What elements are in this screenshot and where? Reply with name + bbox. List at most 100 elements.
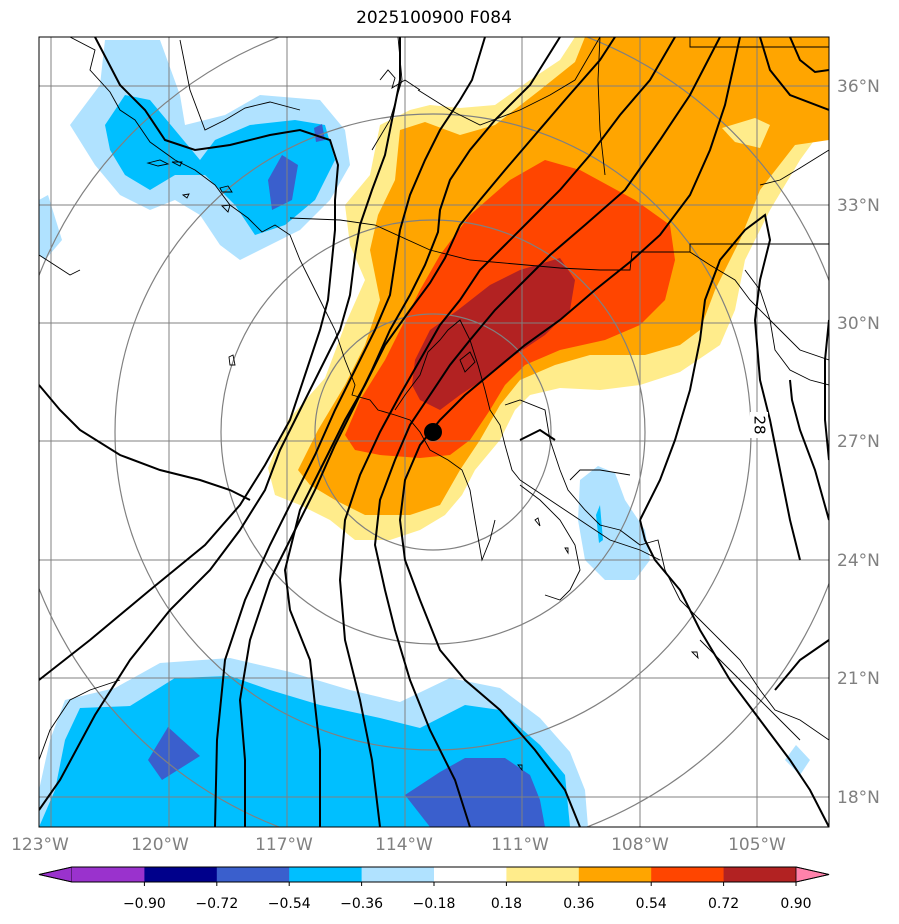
lon-label: 120°W — [131, 835, 189, 855]
lat-label: 27°N — [837, 432, 880, 452]
latitude-labels: 36°N 33°N 30°N 27°N 24°N 21°N 18°N — [837, 77, 880, 808]
state-border-4 — [597, 37, 606, 176]
contour-line-5 — [238, 37, 561, 827]
contour-line-2 — [39, 384, 251, 501]
contour-line-4 — [214, 37, 486, 827]
contour-lines — [39, 37, 829, 827]
island-11 — [181, 193, 190, 199]
island-7 — [534, 517, 541, 527]
contour-line-9 — [398, 37, 741, 827]
contour-line-6 — [283, 37, 616, 827]
coastlines-borders — [39, 37, 829, 772]
range-rings — [39, 37, 829, 827]
negative-area-south-blue2 — [405, 758, 545, 827]
storm-center-marker[interactable] — [424, 423, 442, 441]
positive-area-darkred — [412, 258, 575, 410]
filled-contours — [39, 37, 829, 827]
colorbar-under-extend — [38, 866, 73, 883]
state-border-11 — [39, 254, 81, 276]
colorbar-over-extend — [795, 866, 830, 883]
baja-south-coast — [519, 484, 581, 601]
colorbar-tick-label: −0.54 — [268, 896, 311, 912]
lat-label: 21°N — [837, 669, 880, 689]
colorbar-segment — [506, 867, 580, 882]
contour-line-12 — [789, 379, 829, 521]
lon-label: 111°W — [491, 835, 549, 855]
colorbar-segment — [144, 867, 218, 882]
island-1 — [146, 159, 170, 167]
state-border-3 — [417, 37, 601, 126]
state-border-9 — [744, 269, 829, 386]
positive-area-ne-cutout — [722, 118, 770, 148]
contour-line-10 — [639, 519, 829, 827]
contour-line-16 — [519, 428, 556, 441]
longitude-labels: 123°W 120°W 117°W 114°W 111°W 108°W 105°… — [11, 835, 786, 855]
lat-label: 30°N — [837, 314, 880, 334]
negative-area-gulf-light — [578, 466, 650, 580]
lon-label: 108°W — [611, 835, 669, 855]
colorbar-segment — [434, 867, 507, 882]
contour-line-3 — [39, 37, 401, 811]
state-border-12 — [39, 679, 121, 761]
island-2 — [171, 161, 183, 167]
island-5 — [228, 354, 236, 366]
lat-label: 36°N — [837, 77, 880, 97]
lon-label: 123°W — [11, 835, 69, 855]
colorbar-tick-label: −0.36 — [340, 896, 383, 912]
colorbar-labels: −0.90 −0.72 −0.54 −0.36 −0.18 0.18 0.36 0.54 0.7… — [123, 882, 812, 912]
state-border-2 — [179, 39, 301, 131]
colorbar — [38, 866, 830, 883]
island-8 — [564, 547, 569, 555]
contour-line-17 — [774, 639, 829, 691]
contour-line-13 — [824, 319, 829, 461]
colorbar-tick-label: −0.90 — [123, 896, 166, 912]
colorbar-segment — [578, 867, 652, 882]
colorbar-tick-label: 0.36 — [563, 896, 594, 912]
contour-line-7 — [338, 37, 676, 827]
state-border-8 — [519, 479, 661, 561]
colorbar-tick-label: −0.72 — [195, 896, 238, 912]
colorbar-segment — [289, 867, 363, 882]
page-title: 2025100900 F084 — [356, 8, 512, 28]
island-6 — [459, 351, 476, 373]
lon-label: 117°W — [255, 835, 313, 855]
contour-line-11 — [639, 213, 801, 561]
negative-area-nw-blue1 — [268, 155, 298, 210]
negative-area-south-blue1 — [148, 727, 200, 780]
colorbar-tick-label: 0.18 — [491, 896, 522, 912]
colorbar-tick-label: −0.18 — [413, 896, 456, 912]
colorbar-segment — [361, 867, 435, 882]
us-mexico-border — [289, 217, 829, 271]
island-9 — [690, 651, 699, 660]
colorbar-outline — [38, 866, 830, 883]
map-area[interactable] — [9, 8, 857, 856]
island-3 — [219, 185, 233, 193]
mainland-mexico-coastline — [504, 399, 829, 741]
colorbar-segment — [216, 867, 290, 882]
contour-line-1 — [39, 37, 340, 681]
colorbar-tick-label: 0.72 — [708, 896, 739, 912]
north-coast-bay — [379, 69, 421, 91]
map-frame — [38, 36, 830, 828]
colorbar-tick-label: 0.54 — [636, 896, 667, 912]
pacific-coastline — [69, 37, 496, 562]
contour-label: 28 — [751, 415, 769, 434]
contour-line-8 — [373, 37, 721, 827]
lat-label: 33°N — [837, 196, 880, 216]
state-border-5 — [689, 37, 829, 48]
contour-line-15 — [789, 37, 829, 74]
state-border-6 — [759, 149, 829, 186]
colorbar-segment — [72, 867, 145, 882]
contour-label-group: 28 — [750, 412, 769, 438]
state-border-10 — [569, 469, 631, 481]
island-10 — [517, 764, 523, 772]
lon-label: 105°W — [728, 835, 786, 855]
lat-label: 18°N — [837, 788, 880, 808]
negative-area-se-light — [785, 745, 810, 775]
island-4 — [221, 204, 231, 213]
colorbar-segment — [723, 867, 797, 882]
colorbar-segment — [651, 867, 725, 882]
state-border-7 — [689, 251, 829, 361]
colorbar-tick-label: 0.90 — [780, 896, 811, 912]
